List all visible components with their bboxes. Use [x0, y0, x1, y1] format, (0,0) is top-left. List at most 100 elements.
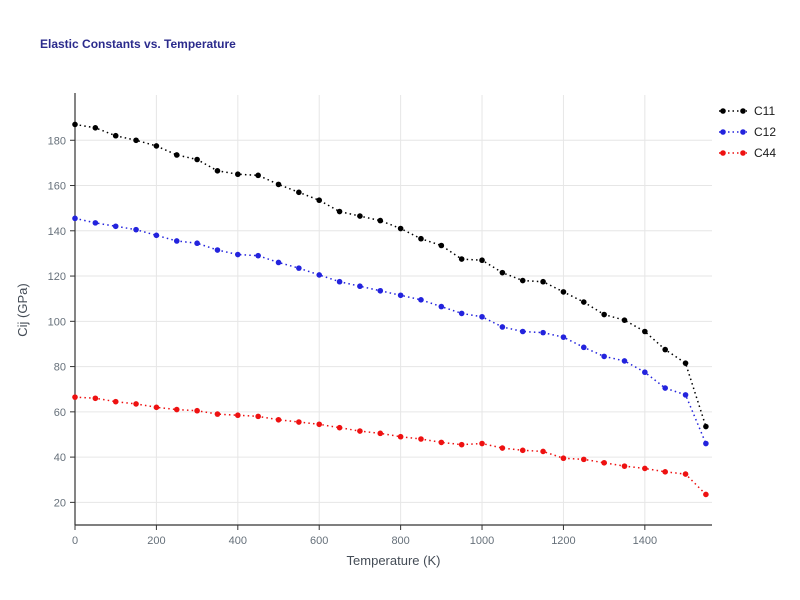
series-marker-c11 [621, 317, 628, 323]
legend-line-sample-c12 [719, 129, 747, 135]
series-marker-c11 [418, 235, 424, 242]
series-marker-c44 [662, 469, 668, 475]
series-marker-c12 [499, 324, 506, 330]
y-tick-label: 100 [48, 316, 66, 328]
series-marker-c12 [540, 329, 546, 336]
series-marker-c11 [662, 346, 668, 353]
series-marker-c11 [458, 256, 465, 262]
chart-title: Elastic Constants vs. Temperature [40, 37, 236, 51]
series-marker-c12 [173, 238, 180, 244]
x-tick-label: 200 [147, 535, 165, 547]
series-marker-c44 [438, 439, 445, 446]
series-marker-c12 [377, 287, 384, 294]
series-marker-c12 [397, 292, 404, 299]
series-line-c11 [74, 123, 707, 427]
series-marker-c44 [418, 436, 424, 442]
series-marker-c11 [540, 278, 546, 285]
series-marker-c44 [235, 412, 241, 419]
x-axis-label: Temperature (K) [346, 553, 441, 568]
series-marker-c12 [519, 328, 526, 335]
series-marker-c12 [580, 344, 587, 351]
series-marker-c44 [377, 430, 384, 437]
series-marker-c11 [255, 172, 261, 179]
series-marker-c44 [275, 416, 282, 423]
legend-line-sample-c11 [719, 108, 747, 114]
series-marker-c11 [235, 171, 241, 178]
y-axis-label: Cij (GPa) [15, 283, 30, 337]
series-marker-c11 [133, 137, 139, 144]
series-marker-c44 [642, 465, 648, 472]
series-marker-c11 [275, 181, 282, 188]
series-marker-c44 [72, 394, 78, 400]
series-marker-c44 [173, 406, 180, 413]
series-marker-c44 [397, 433, 404, 440]
legend-sample-marker [720, 129, 726, 135]
series-marker-c12 [642, 369, 648, 376]
series-marker-c44 [621, 463, 628, 469]
series-marker-c12 [458, 310, 465, 317]
series-marker-c11 [438, 242, 445, 249]
series-marker-c44 [112, 398, 119, 405]
series-marker-c12 [357, 283, 363, 290]
series-marker-c11 [296, 189, 302, 196]
legend-sample-marker [740, 150, 746, 156]
series-marker-c12 [153, 232, 160, 239]
series-marker-c44 [214, 411, 221, 417]
series-marker-c12 [703, 440, 709, 447]
series-marker-c11 [601, 311, 607, 318]
legend-item-c11: C11 [718, 104, 776, 118]
legend: C11 C12 C44 [718, 104, 777, 160]
y-tick-label: 80 [54, 362, 66, 374]
legend-sample-marker [720, 108, 726, 114]
legend-sample-marker [720, 150, 726, 156]
series-marker-c44 [703, 491, 709, 498]
series-marker-c12 [92, 220, 99, 226]
series-marker-c12 [275, 259, 282, 266]
y-tick-label: 40 [54, 452, 66, 464]
series-marker-c44 [255, 413, 261, 420]
y-tick-label: 60 [54, 407, 66, 419]
series-marker-c11 [397, 225, 404, 232]
series-marker-c11 [194, 156, 200, 163]
series-marker-c44 [499, 445, 506, 451]
series-marker-c44 [682, 471, 689, 477]
series-marker-c44 [560, 455, 567, 462]
series-marker-c12 [214, 247, 221, 253]
series-marker-c11 [377, 217, 384, 224]
series-marker-c11 [519, 277, 526, 284]
y-tick-label: 180 [48, 135, 66, 147]
legend-label-c12: C12 [754, 125, 777, 139]
series-marker-c44 [336, 424, 343, 431]
x-tick-label: 0 [72, 535, 78, 547]
series-marker-c44 [133, 401, 139, 407]
series-marker-c44 [540, 448, 546, 455]
x-tick-label: 1400 [633, 535, 657, 547]
series-marker-c12 [296, 265, 302, 271]
series-marker-c12 [112, 223, 119, 230]
x-tick-label: 1000 [470, 535, 494, 547]
series-marker-c44 [519, 447, 526, 454]
series-marker-c11 [479, 257, 485, 264]
legend-sample-marker [740, 108, 746, 114]
series-marker-c44 [92, 395, 99, 402]
series-marker-c11 [336, 208, 343, 215]
series-marker-c11 [153, 143, 160, 149]
series-line-c12 [74, 217, 707, 444]
legend-label-c11: C11 [754, 104, 776, 118]
series-marker-c12 [682, 392, 689, 398]
x-tick-label: 400 [229, 535, 247, 547]
series-marker-c12 [133, 226, 139, 233]
series-marker-c44 [357, 428, 363, 434]
series-marker-c12 [479, 313, 485, 320]
legend-line-sample-c44 [719, 150, 747, 156]
series-marker-c11 [499, 269, 506, 276]
series-marker-c12 [418, 297, 424, 303]
series-marker-c11 [357, 213, 363, 219]
series-marker-c12 [72, 215, 78, 222]
y-tick-label: 160 [48, 181, 66, 193]
series-marker-c44 [296, 419, 302, 425]
y-tick-label: 120 [48, 271, 66, 283]
series-marker-c44 [601, 459, 607, 466]
